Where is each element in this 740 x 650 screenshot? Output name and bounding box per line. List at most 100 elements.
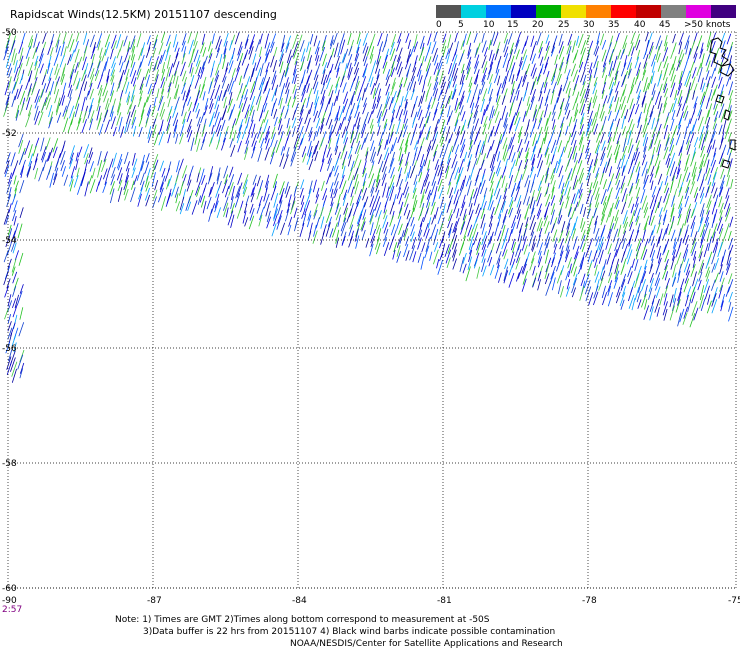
wind-barb [488,119,492,130]
wind-barb [508,49,513,62]
wind-barb [279,61,284,74]
wind-barb [265,42,271,56]
wind-barb [101,61,107,77]
wind-barb [403,228,409,240]
wind-barb [419,116,424,129]
wind-barb [699,237,705,249]
wind-barb [280,42,285,53]
wind-barb [335,145,339,156]
wind-barb [558,33,563,46]
wind-barb [361,123,367,139]
wind-barb [8,228,13,239]
wind-barb [670,74,676,88]
wind-barb [379,41,384,51]
wind-barb [578,167,584,182]
wind-barb [391,102,397,114]
wind-barb [388,96,394,110]
wind-barb [663,83,668,94]
wind-barb [403,118,409,129]
wind-barb [699,285,705,301]
legend-label: 0 [436,20,442,30]
wind-barb [700,186,705,198]
wind-barb [635,104,640,115]
wind-barb [559,188,565,202]
wind-barb [26,166,32,178]
wind-barb [565,236,571,252]
wind-barb [298,125,304,141]
wind-barb [320,230,325,245]
wind-barb [697,279,702,291]
wind-barb [125,68,130,80]
wind-barb [435,69,440,82]
wind-barb [165,67,170,82]
wind-barb [469,125,475,140]
wind-barb [627,159,634,175]
wind-barb [335,76,340,88]
wind-barb [698,244,704,259]
wind-barb [130,104,136,118]
wind-barb [88,97,94,113]
wind-barb [167,175,173,187]
wind-barb [509,55,515,71]
wind-barb [690,238,697,254]
wind-barb [7,224,12,236]
wind-barb [663,146,669,160]
wind-barb [449,187,454,199]
wind-barb [130,187,136,203]
wind-barb [139,83,144,95]
wind-barb [166,108,172,122]
wind-barb [154,179,159,191]
wind-barb [696,168,702,182]
wind-barb [643,54,649,69]
wind-barb [567,168,573,180]
wind-barb [410,131,415,146]
wind-barb [147,83,152,95]
wind-barb [678,53,685,68]
wind-barb [181,102,186,117]
wind-barb [337,214,341,227]
wind-barb [362,209,367,220]
wind-barb [301,146,307,158]
wind-barb [692,90,696,100]
wind-barb [595,236,600,247]
wind-barb [570,258,577,274]
wind-barb [612,40,618,53]
wind-barb [683,278,690,293]
wind-barb [361,181,366,193]
wind-barb [700,262,705,273]
wind-barb [519,56,523,67]
wind-barb [690,215,696,229]
wind-barb [406,81,411,92]
wind-barb [120,126,125,138]
wind-barb [521,55,528,71]
wind-barb [656,222,661,234]
wind-barb [263,119,269,134]
wind-barb [544,208,548,220]
wind-barb [293,48,298,59]
wind-barb [648,139,653,151]
wind-barb [522,228,527,242]
wind-barb [354,62,359,75]
wind-barb [333,95,338,107]
wind-barb [132,152,136,166]
wind-barb [274,84,278,96]
wind-barb [458,242,465,256]
wind-barb [278,112,283,124]
wind-barb [110,116,116,130]
wind-barb [342,137,348,151]
wind-barb [700,298,706,312]
wind-barb [566,109,571,120]
wind-barb [40,83,47,98]
wind-barb [44,91,51,107]
wind-barb [306,96,310,108]
wind-barb [651,126,657,138]
wind-barb [550,223,555,234]
wind-barb [658,214,662,225]
wind-barb [537,271,542,282]
wind-barb [572,97,578,111]
wind-barb [209,116,214,127]
wind-barb [551,111,556,122]
wind-barb [462,263,467,274]
wind-barb [635,238,642,252]
wind-barb [650,133,655,149]
